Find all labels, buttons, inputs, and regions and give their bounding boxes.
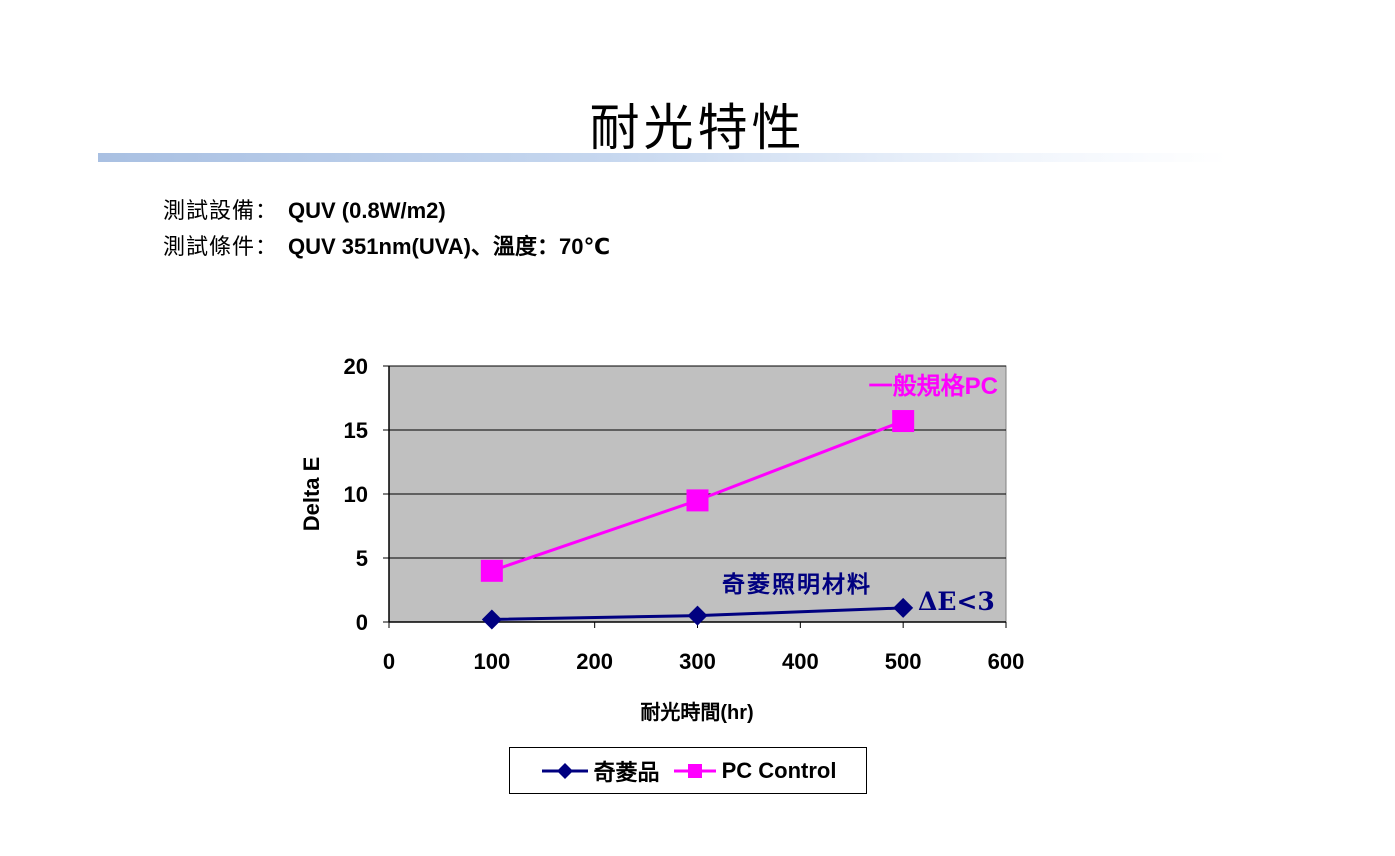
annotation-pc-spec: 一般規格PC (869, 372, 998, 400)
test-equipment-line: 測試設備： QUV (0.8W/m2) (163, 193, 446, 225)
test-condition-line: 測試條件： QUV 351nm(UVA)、溫度：70℃ (163, 229, 610, 261)
y-tick-label-15: 15 (344, 418, 368, 443)
data-point-s0-1 (687, 605, 708, 626)
x-tick-label-0: 0 (383, 649, 395, 674)
data-point-s1-0 (480, 559, 503, 582)
x-tick-label-500: 500 (885, 649, 922, 674)
page-title: 耐光特性 (589, 99, 806, 157)
series-group (480, 410, 915, 630)
annotation-chimei-material: 奇菱照明材料 (722, 571, 872, 597)
x-tick-label-600: 600 (988, 649, 1025, 674)
data-point-s0-0 (481, 609, 502, 630)
legend-item-chimei: 奇菱品 (540, 755, 660, 787)
x-tick-label-300: 300 (679, 649, 716, 674)
annotation-delta-e-limit: ΔE<3 (918, 587, 995, 616)
data-point-s1-2 (892, 410, 915, 433)
legend-label-pc-control: PC Control (721, 757, 837, 783)
legend-item-pc-control: PC Control (672, 757, 837, 784)
y-axis-title: Delta E (299, 457, 324, 532)
x-axis-title: 耐光時間(hr) (640, 700, 753, 724)
legend-label-chimei: 奇菱品 (593, 759, 660, 785)
test-equipment-label: 測試設備： (163, 199, 279, 224)
data-point-s1-1 (686, 489, 709, 512)
y-tick-label-5: 5 (356, 546, 368, 571)
x-tick-label-100: 100 (473, 649, 510, 674)
square-marker-icon (673, 763, 716, 778)
x-tick-label-400: 400 (782, 649, 819, 674)
chart-legend: 奇菱品 PC Control (509, 747, 867, 794)
y-tick-label-20: 20 (344, 354, 368, 379)
x-tick-label-200: 200 (576, 649, 613, 674)
title-divider (98, 153, 1228, 162)
diamond-marker-icon (541, 762, 588, 779)
y-tick-label-10: 10 (344, 482, 368, 507)
data-point-s0-2 (893, 597, 914, 618)
test-condition-value: QUV 351nm(UVA)、溫度：70℃ (288, 234, 611, 259)
y-tick-label-0: 0 (356, 610, 368, 635)
test-equipment-value: QUV (0.8W/m2) (288, 198, 446, 223)
test-condition-label: 測試條件： (163, 235, 279, 260)
